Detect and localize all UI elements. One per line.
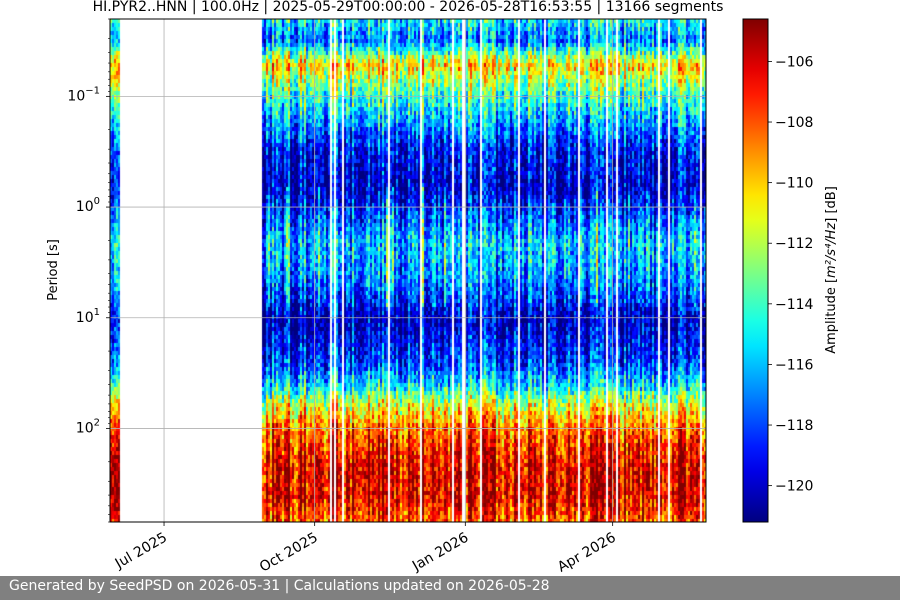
spectrogram-raster [110,19,706,522]
footer-text: Generated by SeedPSD on 2026-05-31 | Cal… [9,578,550,594]
colorbar: −106 −108 −110 −112 −114 −116 −118 −120 [742,18,814,523]
colorbar-gradient [742,18,769,523]
x-tick-label: Apr 2026 [555,530,619,576]
colorbar-tick-label: −116 [775,357,814,373]
x-tick-label: Jan 2026 [409,530,471,575]
colorbar-tick-label: −110 [775,176,813,192]
colorbar-tick-label: −106 [775,54,814,70]
plot-area [109,18,707,523]
x-tick-label: Oct 2025 [257,530,321,576]
colorbar-tick-label: −120 [775,479,813,495]
y-tick-label: 100 [76,196,100,215]
chart-title: HI.PYR2..HNN | 100.0Hz | 2025-05-29T00:0… [93,0,724,15]
colorbar-tick-label: −114 [775,297,814,313]
x-axis: Jul 2025 Oct 2025 Jan 2026 Apr 2026 [112,522,619,576]
y-tick-label: 101 [76,307,100,326]
plot-frame [109,18,707,523]
colorbar-tick-label: −118 [775,418,813,434]
x-tick-label: Jul 2025 [112,530,170,573]
footer-bar: Generated by SeedPSD on 2026-05-31 | Cal… [0,576,900,600]
colorbar-label: Amplitude [m²/s⁴/Hz] [dB] [824,186,839,354]
colorbar-tick-label: −108 [775,115,813,131]
y-axis-label: Period [s] [46,239,61,301]
colorbar-tick-label: −112 [775,236,813,252]
y-axis: 10−1 100 101 102 [67,18,110,523]
y-tick-label: 10−1 [67,85,100,104]
y-tick-label: 102 [76,417,100,436]
